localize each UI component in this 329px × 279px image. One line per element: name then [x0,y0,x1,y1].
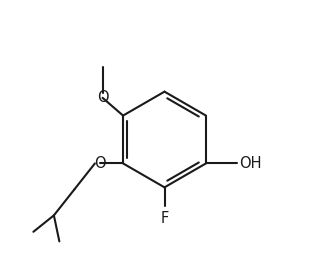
Text: O: O [94,156,106,171]
Text: F: F [160,211,169,226]
Text: OH: OH [239,156,261,171]
Text: O: O [97,90,108,105]
